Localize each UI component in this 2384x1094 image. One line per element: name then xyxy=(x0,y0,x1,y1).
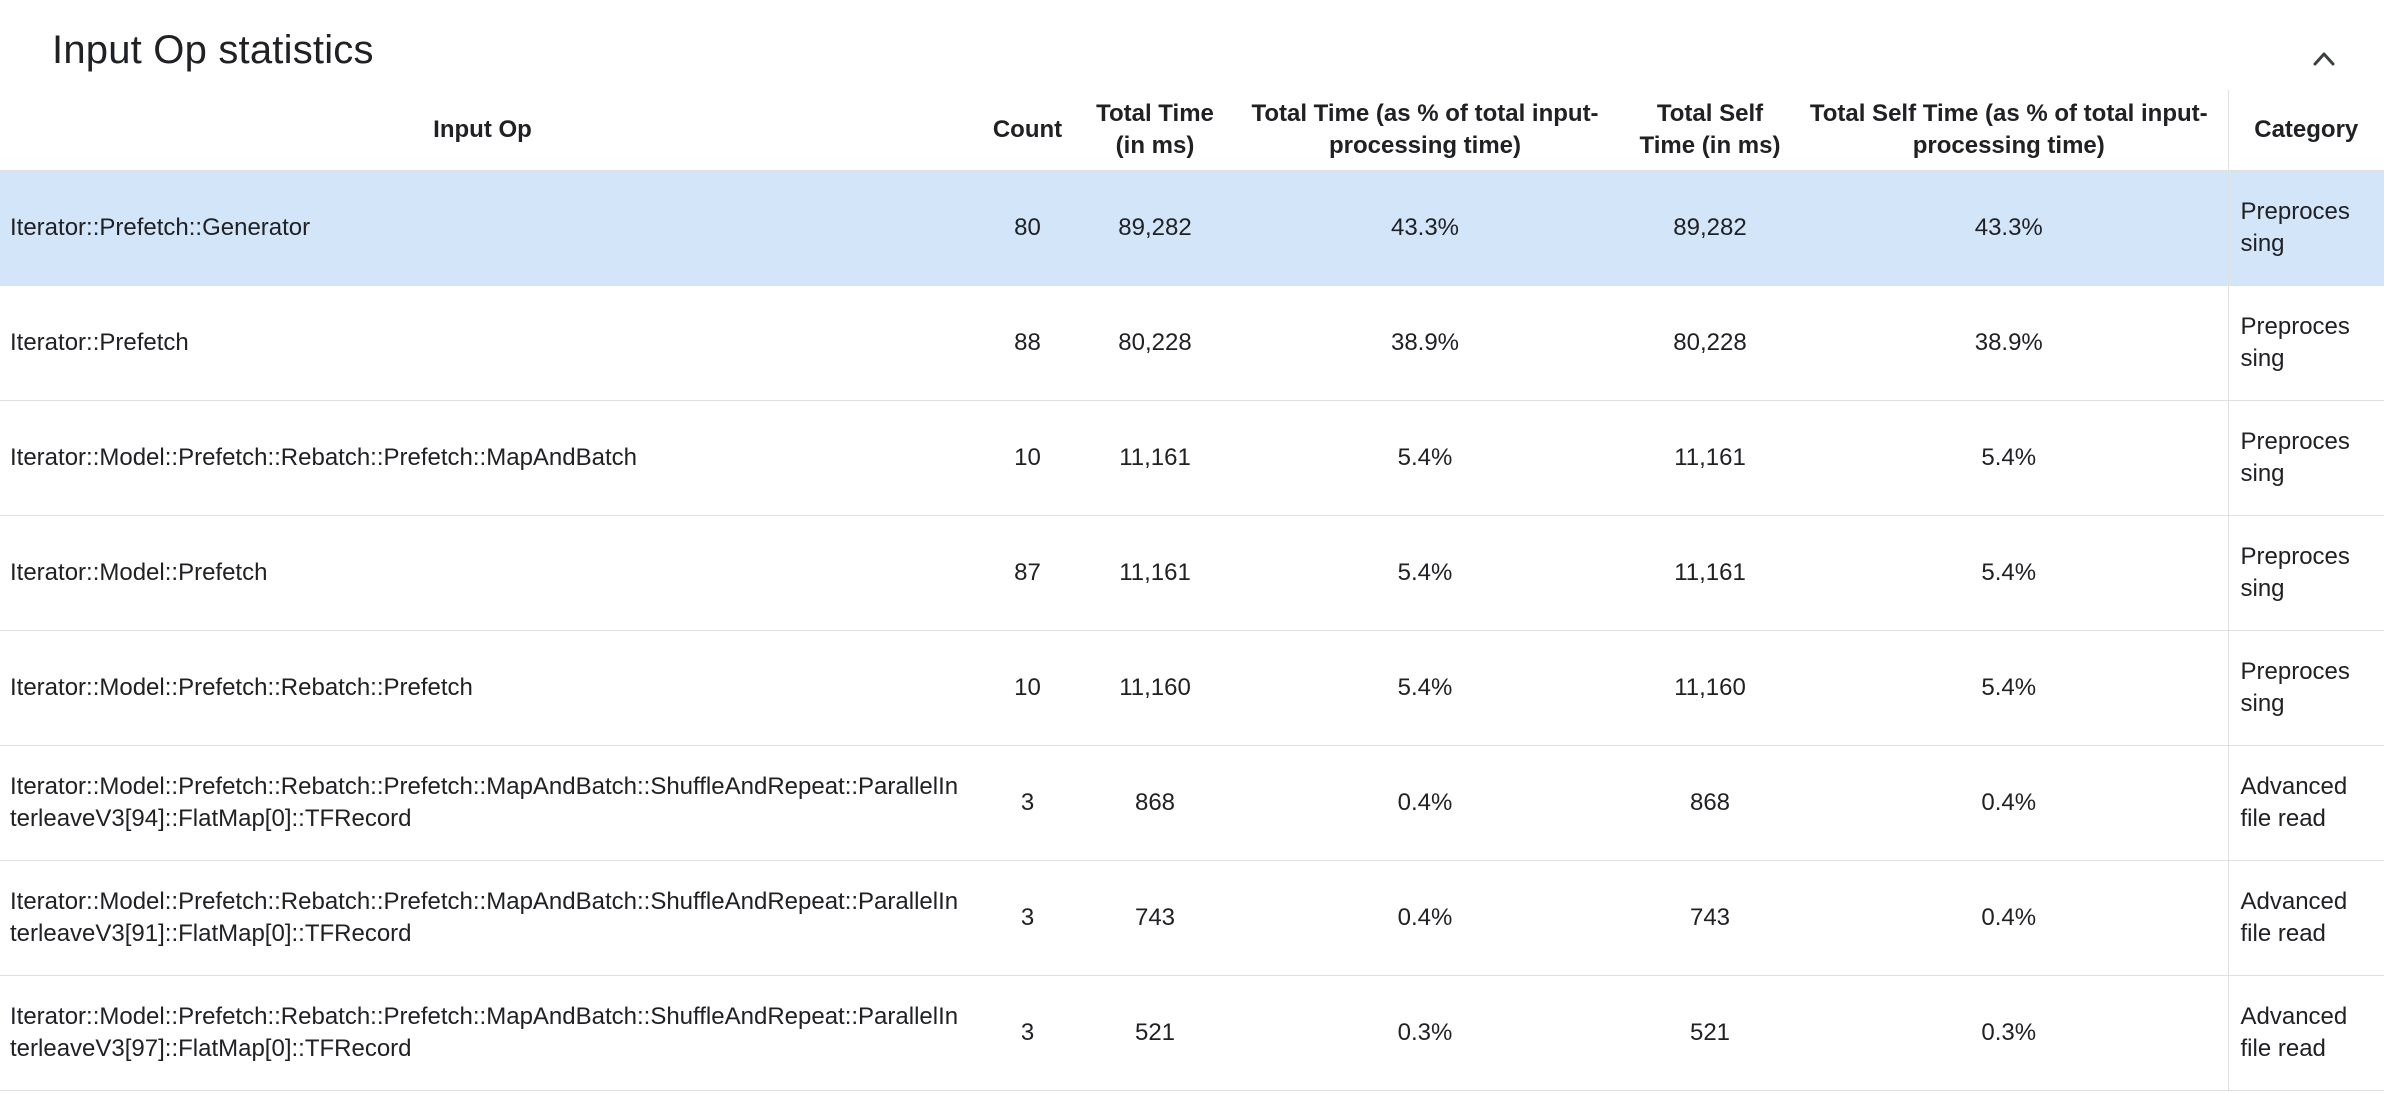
cell-self-time: 11,161 xyxy=(1630,400,1790,516)
cell-self-time-pct: 5.4% xyxy=(1790,400,2228,516)
column-header-count[interactable]: Count xyxy=(965,90,1090,171)
cell-total-time-pct: 5.4% xyxy=(1220,515,1630,631)
page-title: Input Op statistics xyxy=(52,28,374,72)
column-header-input-op[interactable]: Input Op xyxy=(0,90,965,171)
cell-count: 3 xyxy=(965,745,1090,861)
cell-total-time: 11,161 xyxy=(1090,515,1220,631)
column-header-total-time-pct[interactable]: Total Time (as % of total input-processi… xyxy=(1220,90,1630,171)
table-row[interactable]: Iterator::Model::Prefetch::Rebatch::Pref… xyxy=(0,630,2384,746)
table-header-row: Input Op Count Total Time (in ms) Total … xyxy=(0,90,2384,171)
cell-self-time-pct: 0.4% xyxy=(1790,745,2228,861)
column-header-total-self-time-pct[interactable]: Total Self Time (as % of total input-pro… xyxy=(1790,90,2228,171)
cell-self-time: 868 xyxy=(1630,745,1790,861)
cell-total-time: 80,228 xyxy=(1090,285,1220,401)
table-row[interactable]: Iterator::Prefetch::Generator 80 89,282 … xyxy=(0,170,2384,286)
cell-total-time-pct: 0.4% xyxy=(1220,860,1630,976)
cell-count: 80 xyxy=(965,170,1090,286)
cell-total-time: 743 xyxy=(1090,860,1220,976)
cell-count: 3 xyxy=(965,975,1090,1091)
cell-total-time: 11,160 xyxy=(1090,630,1220,746)
cell-self-time-pct: 5.4% xyxy=(1790,515,2228,631)
cell-total-time: 89,282 xyxy=(1090,170,1220,286)
cell-self-time-pct: 38.9% xyxy=(1790,285,2228,401)
table-row[interactable]: Iterator::Prefetch 88 80,228 38.9% 80,22… xyxy=(0,285,2384,401)
cell-total-time-pct: 0.4% xyxy=(1220,745,1630,861)
table-header: Input Op Count Total Time (in ms) Total … xyxy=(0,90,2384,171)
cell-category: Advanced file read xyxy=(2227,975,2384,1091)
cell-input-op: Iterator::Model::Prefetch::Rebatch::Pref… xyxy=(0,630,965,746)
cell-total-time: 11,161 xyxy=(1090,400,1220,516)
cell-total-time-pct: 0.3% xyxy=(1220,975,1630,1091)
cell-total-time: 868 xyxy=(1090,745,1220,861)
cell-input-op: Iterator::Prefetch::Generator xyxy=(0,170,965,286)
cell-self-time-pct: 0.3% xyxy=(1790,975,2228,1091)
cell-self-time-pct: 0.4% xyxy=(1790,860,2228,976)
cell-total-time-pct: 5.4% xyxy=(1220,400,1630,516)
chevron-up-icon xyxy=(2313,52,2335,66)
table-row[interactable]: Iterator::Model::Prefetch::Rebatch::Pref… xyxy=(0,975,2384,1091)
cell-count: 10 xyxy=(965,400,1090,516)
column-header-total-self-time[interactable]: Total Self Time (in ms) xyxy=(1630,90,1790,171)
cell-category: Preprocessing xyxy=(2227,515,2384,631)
cell-self-time-pct: 5.4% xyxy=(1790,630,2228,746)
cell-category: Advanced file read xyxy=(2227,745,2384,861)
table-row[interactable]: Iterator::Model::Prefetch::Rebatch::Pref… xyxy=(0,860,2384,976)
cell-input-op: Iterator::Model::Prefetch::Rebatch::Pref… xyxy=(0,745,965,861)
table-row[interactable]: Iterator::Model::Prefetch::Rebatch::Pref… xyxy=(0,745,2384,861)
cell-total-time-pct: 43.3% xyxy=(1220,170,1630,286)
cell-input-op: Iterator::Model::Prefetch::Rebatch::Pref… xyxy=(0,860,965,976)
cell-count: 10 xyxy=(965,630,1090,746)
collapse-section-button[interactable] xyxy=(2300,36,2348,84)
cell-category: Preprocessing xyxy=(2227,285,2384,401)
cell-count: 87 xyxy=(965,515,1090,631)
cell-self-time: 89,282 xyxy=(1630,170,1790,286)
cell-self-time-pct: 43.3% xyxy=(1790,170,2228,286)
section-header: Input Op statistics xyxy=(0,0,2384,90)
table-body: Iterator::Prefetch::Generator 80 89,282 … xyxy=(0,170,2384,1091)
cell-total-time-pct: 38.9% xyxy=(1220,285,1630,401)
table-row[interactable]: Iterator::Model::Prefetch 87 11,161 5.4%… xyxy=(0,515,2384,631)
table-row[interactable]: Iterator::Model::Prefetch::Rebatch::Pref… xyxy=(0,400,2384,516)
cell-self-time: 743 xyxy=(1630,860,1790,976)
cell-input-op: Iterator::Model::Prefetch::Rebatch::Pref… xyxy=(0,975,965,1091)
cell-total-time-pct: 5.4% xyxy=(1220,630,1630,746)
cell-self-time: 80,228 xyxy=(1630,285,1790,401)
cell-category: Preprocessing xyxy=(2227,630,2384,746)
cell-self-time: 521 xyxy=(1630,975,1790,1091)
column-header-total-time[interactable]: Total Time (in ms) xyxy=(1090,90,1220,171)
column-header-category[interactable]: Category xyxy=(2227,90,2384,171)
input-op-statistics-table: Input Op Count Total Time (in ms) Total … xyxy=(0,90,2384,1091)
cell-self-time: 11,160 xyxy=(1630,630,1790,746)
cell-self-time: 11,161 xyxy=(1630,515,1790,631)
cell-total-time: 521 xyxy=(1090,975,1220,1091)
cell-count: 88 xyxy=(965,285,1090,401)
cell-category: Advanced file read xyxy=(2227,860,2384,976)
cell-input-op: Iterator::Model::Prefetch xyxy=(0,515,965,631)
cell-category: Preprocessing xyxy=(2227,170,2384,286)
cell-category: Preprocessing xyxy=(2227,400,2384,516)
cell-count: 3 xyxy=(965,860,1090,976)
cell-input-op: Iterator::Model::Prefetch::Rebatch::Pref… xyxy=(0,400,965,516)
cell-input-op: Iterator::Prefetch xyxy=(0,285,965,401)
